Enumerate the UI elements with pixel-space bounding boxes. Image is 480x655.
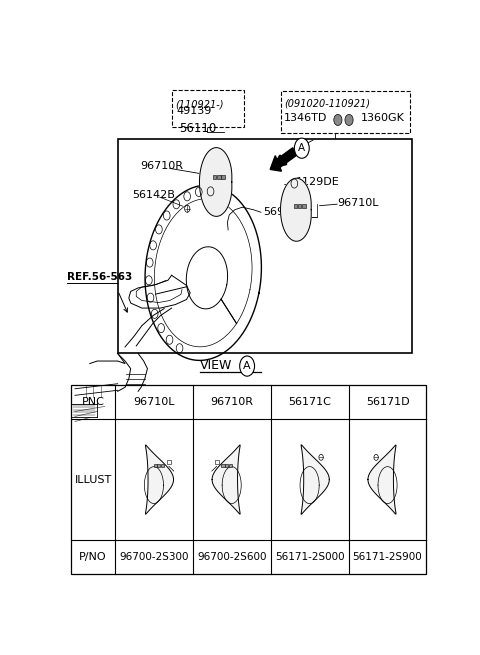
Polygon shape [368,445,396,514]
Bar [154,464,157,467]
Text: (110921-): (110921-) [175,100,224,109]
Text: 56171-2S000: 56171-2S000 [275,552,345,562]
Bar [221,176,225,179]
Text: 56991C: 56991C [263,207,306,217]
Text: 1360GK: 1360GK [361,113,405,124]
Text: 56142B: 56142B [132,190,175,200]
Text: ILLUST: ILLUST [74,475,112,485]
Polygon shape [280,178,311,241]
Text: REF.56-563: REF.56-563 [67,272,132,282]
Bar [213,176,216,179]
Text: A: A [243,361,251,371]
Text: PNC: PNC [82,397,105,407]
Text: 49139: 49139 [176,106,211,117]
Text: 1346TD: 1346TD [284,113,328,124]
Bar [228,464,232,467]
Text: 96710R: 96710R [210,397,253,407]
Text: (091020-110921): (091020-110921) [284,99,370,109]
Bar [298,204,301,208]
Bar [302,204,306,208]
Bar [118,139,411,354]
Bar [225,464,228,467]
Text: 96700-2S600: 96700-2S600 [197,552,266,562]
Text: 96710L: 96710L [337,198,379,208]
Text: 1129DE: 1129DE [296,176,340,187]
Bar [161,464,164,467]
Text: 56171C: 56171C [288,397,331,407]
Bar [221,464,225,467]
Bar [281,90,410,132]
Text: A: A [298,143,305,153]
Bar [294,204,297,208]
Bar [71,384,426,574]
Text: 56110: 56110 [179,122,216,134]
Polygon shape [301,445,329,514]
Text: 96710L: 96710L [133,397,175,407]
Bar [167,460,171,464]
Polygon shape [200,147,232,216]
Bar [217,176,221,179]
Text: 56171D: 56171D [366,397,409,407]
Bar [172,90,244,126]
Text: 96700-2S300: 96700-2S300 [119,552,189,562]
Bar [215,460,218,464]
Text: 56171-2S900: 56171-2S900 [353,552,422,562]
FancyArrow shape [270,148,296,171]
Polygon shape [212,445,240,514]
Circle shape [334,115,342,126]
Text: 96710R: 96710R [140,161,183,172]
Circle shape [294,138,309,159]
Bar [157,464,160,467]
Circle shape [345,115,353,126]
Polygon shape [145,445,174,514]
Text: VIEW: VIEW [200,358,232,371]
Text: P/NO: P/NO [79,552,107,562]
Circle shape [240,356,254,376]
